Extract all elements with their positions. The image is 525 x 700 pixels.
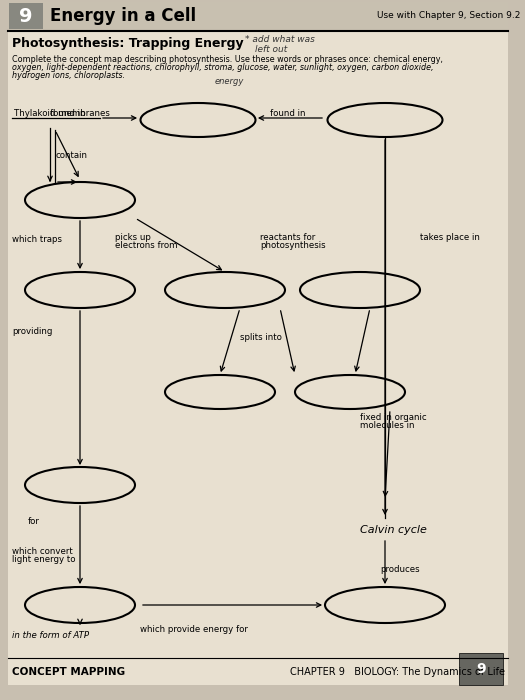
Text: Complete the concept map describing photosynthesis. Use these words or phrases o: Complete the concept map describing phot… — [12, 55, 443, 64]
Text: which traps: which traps — [12, 235, 62, 244]
Text: photosynthesis: photosynthesis — [260, 241, 326, 249]
Text: which provide energy for: which provide energy for — [140, 626, 248, 634]
Text: found in: found in — [50, 108, 86, 118]
Text: Calvin cycle: Calvin cycle — [360, 525, 427, 535]
Text: Use with Chapter 9, Section 9.2: Use with Chapter 9, Section 9.2 — [376, 11, 520, 20]
Text: for: for — [28, 517, 40, 526]
Text: CONCEPT MAPPING: CONCEPT MAPPING — [12, 667, 125, 677]
Text: left out: left out — [255, 45, 287, 53]
Text: 9: 9 — [476, 662, 486, 676]
Bar — [8, 2, 508, 30]
Text: providing: providing — [12, 328, 52, 337]
FancyBboxPatch shape — [8, 20, 508, 685]
Text: takes place in: takes place in — [420, 232, 480, 241]
Text: Energy in a Cell: Energy in a Cell — [50, 7, 196, 25]
Text: fixed in organic: fixed in organic — [360, 412, 427, 421]
Text: picks up: picks up — [115, 232, 151, 241]
FancyBboxPatch shape — [9, 3, 43, 29]
Text: produces: produces — [380, 566, 419, 575]
Text: 9: 9 — [19, 6, 33, 25]
Text: Photosynthesis: Trapping Energy: Photosynthesis: Trapping Energy — [12, 36, 244, 50]
Text: hydrogen ions, chloroplasts.: hydrogen ions, chloroplasts. — [12, 71, 125, 80]
Text: found in: found in — [270, 108, 306, 118]
Text: contain: contain — [55, 150, 87, 160]
Text: energy: energy — [215, 76, 244, 85]
Text: electrons from: electrons from — [115, 241, 177, 249]
Text: in the form of ATP: in the form of ATP — [12, 631, 89, 640]
FancyBboxPatch shape — [459, 653, 503, 685]
Text: which convert: which convert — [12, 547, 73, 556]
Text: light energy to: light energy to — [12, 556, 76, 564]
Text: splits into: splits into — [240, 333, 282, 342]
Text: * add what was: * add what was — [245, 36, 315, 45]
Text: molecules in: molecules in — [360, 421, 415, 430]
Text: CHAPTER 9   BIOLOGY: The Dynamics of Life: CHAPTER 9 BIOLOGY: The Dynamics of Life — [290, 667, 505, 677]
Text: oxygen, light-dependent reactions, chlorophyll, stroma, glucose, water, sunlight: oxygen, light-dependent reactions, chlor… — [12, 62, 434, 71]
Text: reactants for: reactants for — [260, 232, 315, 241]
Text: Thylakoid membranes: Thylakoid membranes — [14, 109, 110, 118]
